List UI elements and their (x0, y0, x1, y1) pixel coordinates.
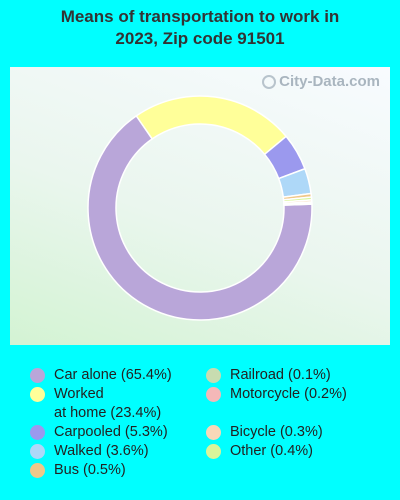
legend-label: Carpooled (5.3%) (54, 424, 168, 440)
chart-title: Means of transportation to work in 2023,… (0, 6, 400, 50)
legend-swatch (30, 444, 45, 459)
watermark-text: City-Data.com (279, 73, 380, 90)
legend-label: Railroad (0.1%) (230, 367, 331, 383)
legend-item-walked: Walked (3.6%) (30, 442, 172, 461)
legend-swatch (30, 425, 45, 440)
legend-label: Bus (0.5%) (54, 462, 126, 478)
legend-label: Bicycle (0.3%) (230, 424, 323, 440)
watermark: City-Data.com (262, 73, 380, 90)
chart-panel: City-Data.com (10, 67, 390, 345)
legend-item-railroad: Railroad (0.1%) (206, 366, 347, 385)
legend-item-bicycle: Bicycle (0.3%) (206, 423, 347, 442)
chart-title-line-1: Means of transportation to work in (60, 7, 340, 26)
chart-title-line-2: 2023, Zip code 91501 (115, 29, 285, 48)
globe-icon (262, 74, 277, 89)
legend-label: Other (0.4%) (230, 443, 313, 459)
legend-label: Walked (3.6%) (54, 443, 149, 459)
legend-label: at home (23.4%) (54, 405, 162, 421)
legend-swatch (30, 368, 45, 383)
donut-slice-car-alone (87, 114, 313, 321)
legend-item-worked-at-home: Worked at home (23.4%) (30, 385, 172, 423)
legend-column-left: Car alone (65.4%) Worked at home (23.4%)… (30, 366, 172, 480)
legend-label: Motorcycle (0.2%) (230, 386, 347, 402)
legend-item-other: Other (0.4%) (206, 442, 347, 461)
legend-swatch (30, 463, 45, 478)
legend-swatch (206, 425, 221, 440)
legend-item-car-alone: Car alone (65.4%) (30, 366, 172, 385)
legend-swatch (206, 387, 221, 402)
legend-swatch (206, 444, 221, 459)
legend-swatch (30, 387, 45, 402)
legend-item-bus: Bus (0.5%) (30, 461, 172, 480)
legend-item-motorcycle: Motorcycle (0.2%) (206, 385, 347, 404)
legend-item-carpooled: Carpooled (5.3%) (30, 423, 172, 442)
donut-chart (87, 95, 313, 321)
legend-column-right: Railroad (0.1%) Motorcycle (0.2%) Bicycl… (206, 366, 347, 461)
donut-slice-railroad (283, 202, 313, 206)
legend-swatch (206, 368, 221, 383)
legend-label: Worked (54, 386, 104, 402)
legend-label: Car alone (65.4%) (54, 367, 172, 383)
donut-slice-worked-at-home (135, 95, 288, 156)
